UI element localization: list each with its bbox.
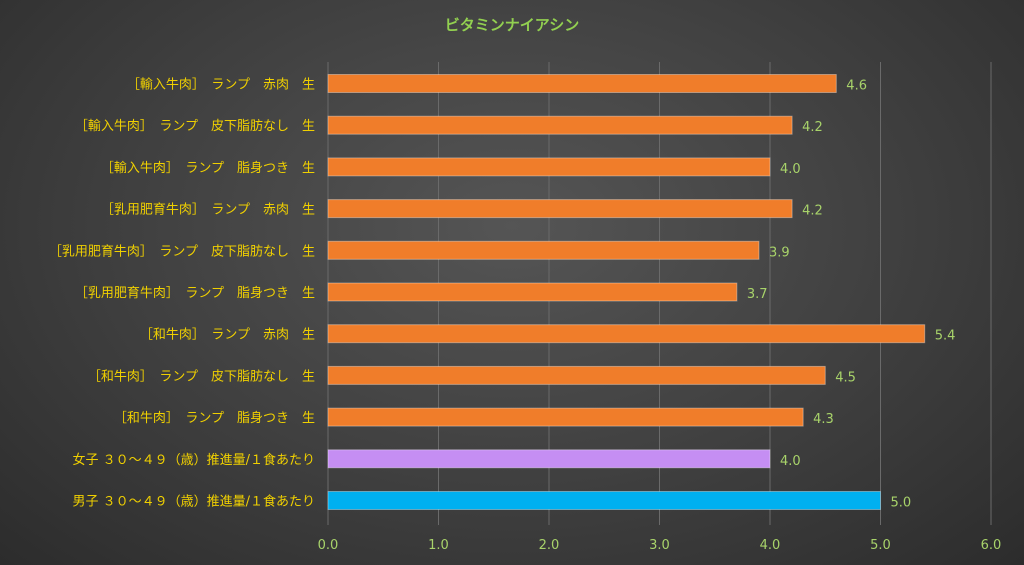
data-label: 4.2 (802, 204, 823, 219)
category-label: ［和牛肉］ ランプ 脂身つき 生 (114, 410, 315, 426)
x-tick-label: 5.0 (870, 538, 891, 553)
bar (327, 240, 760, 260)
bar (327, 324, 926, 344)
data-label: 4.6 (846, 79, 867, 94)
bar (327, 365, 826, 385)
x-tick-label: 6.0 (981, 538, 1002, 553)
data-label: 4.5 (835, 370, 856, 385)
data-label: 5.4 (935, 329, 956, 344)
bar (327, 282, 738, 302)
category-label: ［乳用肥育牛肉］ ランプ 皮下脂肪なし 生 (49, 243, 315, 259)
x-tick-label: 0.0 (318, 538, 339, 553)
category-label: ［和牛肉］ ランプ 皮下脂肪なし 生 (88, 368, 315, 384)
bar (327, 74, 837, 93)
bar (327, 157, 771, 177)
category-label: ［乳用肥育牛肉］ ランプ 赤肉 生 (101, 202, 315, 218)
data-label: 3.7 (747, 287, 768, 302)
data-label: 5.0 (891, 496, 912, 511)
x-tick-label: 2.0 (539, 538, 560, 553)
data-label: 4.2 (802, 120, 823, 135)
x-tick-label: 3.0 (649, 538, 670, 553)
data-label: 4.0 (780, 162, 801, 177)
data-label: 4.0 (780, 454, 801, 469)
category-label: ［輸入牛肉］ ランプ 脂身つき 生 (101, 160, 315, 176)
category-label: 女子 ３０～４９（歳）推進量/１食あたり (72, 452, 315, 468)
bar (327, 199, 793, 219)
bar (327, 449, 771, 469)
category-label: ［輸入牛肉］ ランプ 皮下脂肪なし 生 (75, 118, 315, 134)
category-label: 男子 ３０～４９（歳）推進量/１食あたり (72, 494, 315, 510)
bar (327, 115, 793, 135)
data-label: 4.3 (813, 412, 834, 427)
chart-title: ビタミンナイアシン (444, 16, 580, 34)
bar (327, 407, 804, 427)
x-tick-label: 1.0 (428, 538, 449, 553)
category-label: ［輸入牛肉］ ランプ 赤肉 生 (127, 78, 315, 93)
category-label: ［和牛肉］ ランプ 赤肉 生 (140, 328, 315, 343)
bar (327, 491, 881, 510)
category-label: ［乳用肥育牛肉］ ランプ 脂身つき 生 (75, 285, 315, 301)
x-tick-label: 4.0 (760, 538, 781, 553)
data-label: 3.9 (769, 245, 790, 260)
